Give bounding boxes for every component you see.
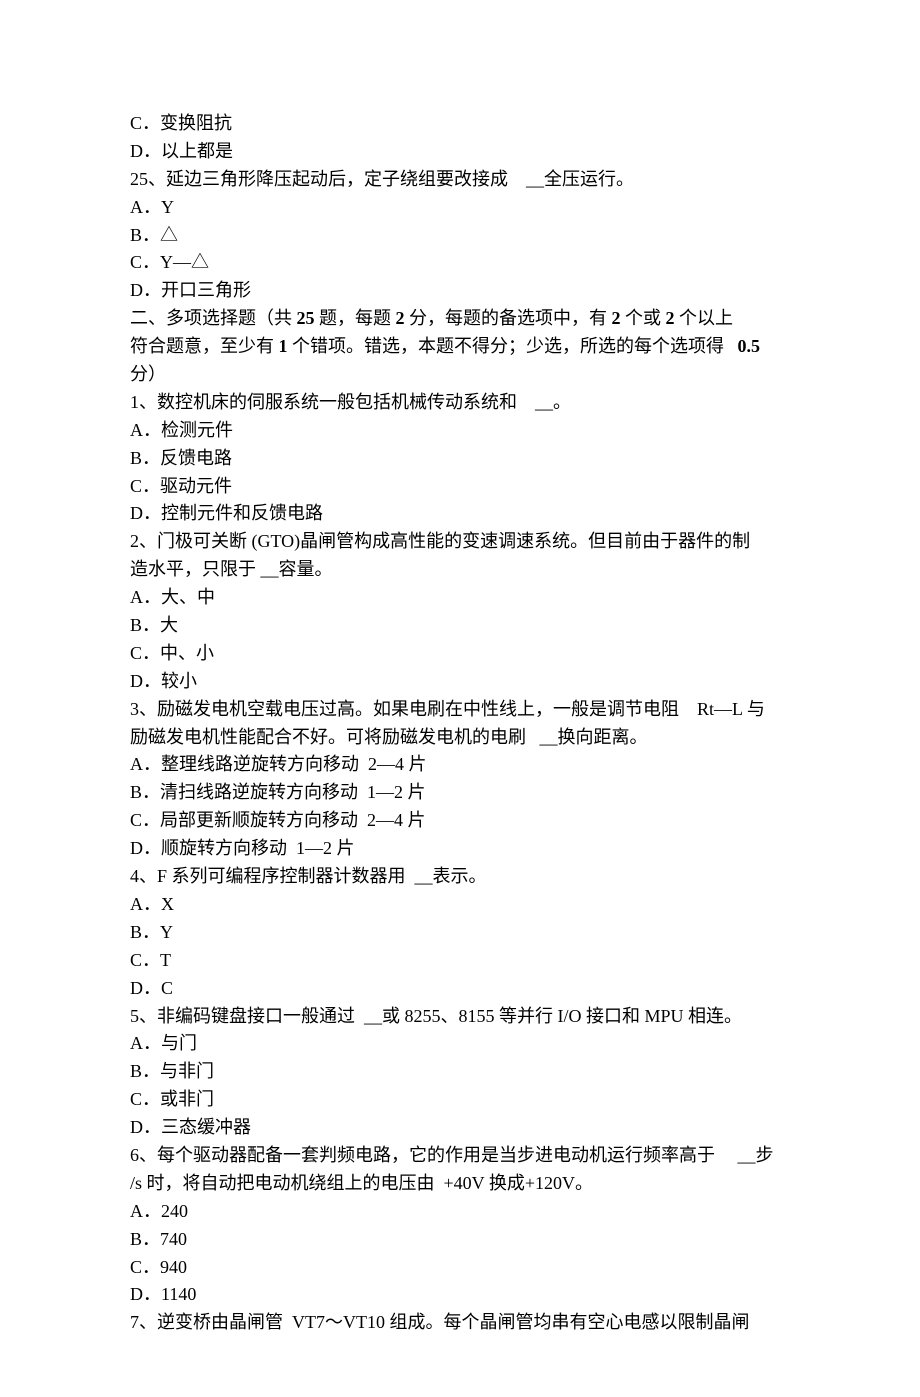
text-span: 个以上 <box>679 308 733 328</box>
text-line: B．Y <box>130 919 800 947</box>
text-line: 7、逆变桥由晶闸管 VT7～VT10 组成。每个晶闸管均串有空心电感以限制晶闸 <box>130 1309 800 1337</box>
text-line: B．反馈电路 <box>130 445 800 473</box>
text-span: 1 <box>274 336 292 356</box>
text-line: D．开口三角形 <box>130 277 800 305</box>
text-span: +40V 换成+120V。 <box>435 1173 593 1193</box>
text-line: 分） <box>130 361 800 389</box>
text-line: B．与非门 <box>130 1058 800 1086</box>
text-line: B．大 <box>130 612 800 640</box>
text-span: Rt—L 与 <box>679 699 765 719</box>
text-line: A．大、中 <box>130 584 800 612</box>
text-span: 4、F 系列可编程序控制器计数器用 <box>130 866 406 886</box>
text-span: __全压运行。 <box>526 169 634 189</box>
text-span: 个错项。错选，本题不得分；少选，所选的每个选项得 <box>292 336 724 356</box>
document-page: C．变换阻抗D．以上都是 25、延边三角形降压起动后，定子绕组要改接成 __全压运行… <box>0 0 920 1397</box>
text-span: /s 时，将自动把电动机绕组上的电压由 <box>130 1173 435 1193</box>
text-span: 1—2 片 <box>287 838 355 858</box>
text-line: 1、数控机床的伺服系统一般包括机械传动系统和 __。 <box>130 389 800 417</box>
text-line: A．整理线路逆旋转方向移动 2—4 片 <box>130 751 800 779</box>
text-span: A．整理线路逆旋转方向移动 <box>130 754 359 774</box>
text-span: __容量。 <box>256 559 333 579</box>
text-line: B．清扫线路逆旋转方向移动 1—2 片 <box>130 779 800 807</box>
text-span: 2 <box>661 308 679 328</box>
text-line: C．T <box>130 947 800 975</box>
text-span: 励磁发电机性能配合不好。可将励磁发电机的电刷 <box>130 727 526 747</box>
text-span: 题，每题 <box>319 308 391 328</box>
text-span: 1、数控机床的伺服系统一般包括机械传动系统和 <box>130 392 517 412</box>
text-line: 造水平，只限于 __容量。 <box>130 556 800 584</box>
text-line: A．X <box>130 891 800 919</box>
text-line: B．△ <box>130 222 800 250</box>
text-line: 符合题意，至少有 1 个错项。错选，本题不得分；少选，所选的每个选项得 0.5 <box>130 333 800 361</box>
text-span: 符合题意，至少有 <box>130 336 274 356</box>
text-span: B．清扫线路逆旋转方向移动 <box>130 782 358 802</box>
text-line: D．C <box>130 975 800 1003</box>
text-span: 1—2 片 <box>358 782 426 802</box>
text-line: D．三态缓冲器 <box>130 1114 800 1142</box>
text-line: 5、非编码键盘接口一般通过 __或 8255、8155 等并行 I/O 接口和 … <box>130 1003 800 1031</box>
text-line: 25、延边三角形降压起动后，定子绕组要改接成 __全压运行。 <box>130 166 800 194</box>
text-line: /s 时，将自动把电动机绕组上的电压由 +40V 换成+120V。 <box>130 1170 800 1198</box>
text-line: A．与门 <box>130 1030 800 1058</box>
text-line: D．以上都是 <box>130 138 800 166</box>
text-span: 2 <box>391 308 409 328</box>
text-line: 2、门极可关断 (GTO)晶闸管构成高性能的变速调速系统。但目前由于器件的制 <box>130 528 800 556</box>
text-line: 6、每个驱动器配备一套判频电路，它的作用是当步进电动机运行频率高于 __步 <box>130 1142 800 1170</box>
text-span: __或 8255、8155 等并行 I/O 接口和 MPU 相连。 <box>355 1006 742 1026</box>
text-line: 4、F 系列可编程序控制器计数器用 __表示。 <box>130 863 800 891</box>
text-span: __换向距离。 <box>526 727 648 747</box>
text-span: 2—4 片 <box>358 810 426 830</box>
text-span: 2 <box>607 308 625 328</box>
text-span: 6、每个驱动器配备一套判频电路，它的作用是当步进电动机运行频率高于 <box>130 1145 715 1165</box>
text-line: C．局部更新顺旋转方向移动 2—4 片 <box>130 807 800 835</box>
text-span: 二、多项选择题（共 <box>130 308 292 328</box>
text-span: 25、延边三角形降压起动后，定子绕组要改接成 <box>130 169 508 189</box>
text-span: __步 <box>715 1145 774 1165</box>
text-span: 2—4 片 <box>359 754 427 774</box>
text-line: B．740 <box>130 1226 800 1254</box>
text-line: C．中、小 <box>130 640 800 668</box>
text-line: C．或非门 <box>130 1086 800 1114</box>
text-line: D．顺旋转方向移动 1—2 片 <box>130 835 800 863</box>
text-line: 二、多项选择题（共 25 题，每题 2 分，每题的备选项中，有 2 个或 2 个… <box>130 305 800 333</box>
text-line: A．检测元件 <box>130 417 800 445</box>
text-line: 励磁发电机性能配合不好。可将励磁发电机的电刷 __换向距离。 <box>130 724 800 752</box>
text-span: D．顺旋转方向移动 <box>130 838 287 858</box>
text-span: 5、非编码键盘接口一般通过 <box>130 1006 355 1026</box>
text-span: 3、励磁发电机空载电压过高。如果电刷在中性线上，一般是调节电阻 <box>130 699 679 719</box>
text-span: 0.5 <box>724 336 760 356</box>
text-span: 25 <box>292 308 319 328</box>
text-line: D．控制元件和反馈电路 <box>130 500 800 528</box>
text-span: __表示。 <box>406 866 487 886</box>
text-line: C．Y—△ <box>130 249 800 277</box>
text-line: A．240 <box>130 1198 800 1226</box>
text-line: D．较小 <box>130 668 800 696</box>
text-span: 个或 <box>625 308 661 328</box>
text-span: C．局部更新顺旋转方向移动 <box>130 810 358 830</box>
text-line: C．变换阻抗 <box>130 110 800 138</box>
text-span: 造水平，只限于 <box>130 559 256 579</box>
text-line: A．Y <box>130 194 800 222</box>
text-span: 分，每题的备选项中，有 <box>409 308 607 328</box>
text-line: C．940 <box>130 1254 800 1282</box>
text-line: C．驱动元件 <box>130 473 800 501</box>
text-span: 7、逆变桥由晶闸管 <box>130 1312 283 1332</box>
text-line: 3、励磁发电机空载电压过高。如果电刷在中性线上，一般是调节电阻 Rt—L 与 <box>130 696 800 724</box>
text-span: __。 <box>535 392 571 412</box>
text-span: VT7～VT10 组成。每个晶闸管均串有空心电感以限制晶闸 <box>283 1312 750 1332</box>
text-line: D．1140 <box>130 1281 800 1309</box>
